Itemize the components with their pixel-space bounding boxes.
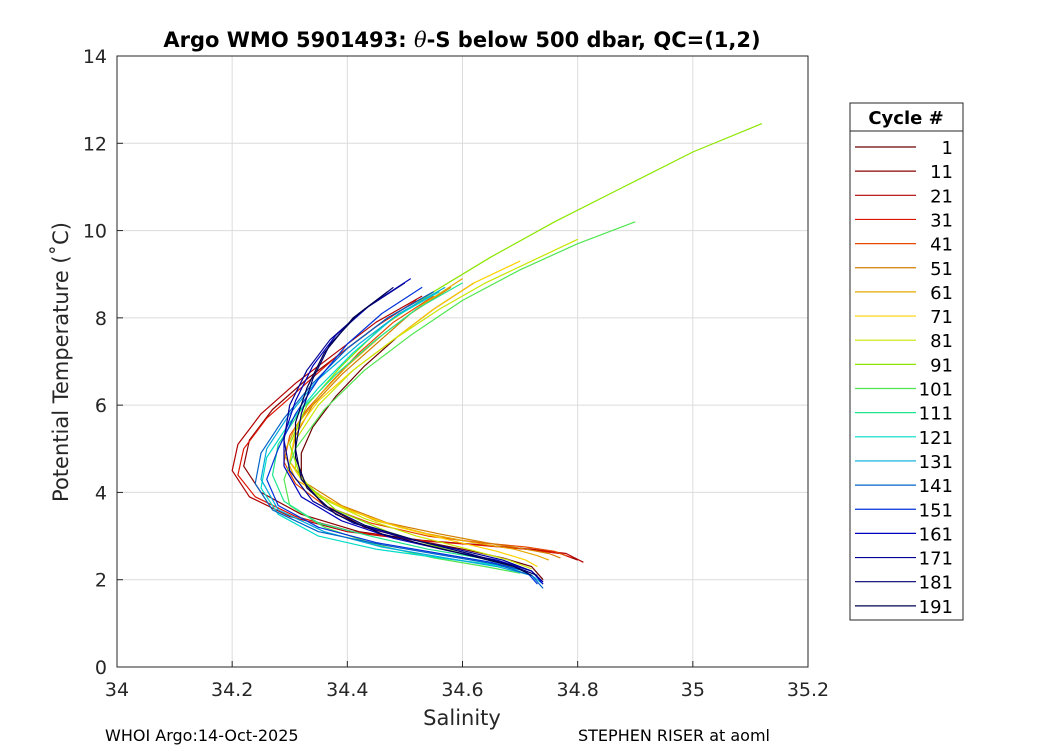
legend-label-41: 41 — [930, 235, 953, 256]
y-tick-label: 4 — [95, 482, 107, 504]
legend-label-91: 91 — [930, 355, 953, 376]
series-line-cycle-141 — [254, 291, 544, 589]
y-tick-label: 8 — [95, 308, 107, 330]
axes-box — [116, 55, 809, 668]
y-axis-label: Potential Temperature (˚C) — [49, 222, 73, 502]
series-line-cycle-61 — [283, 278, 550, 561]
legend-label-161: 161 — [919, 524, 953, 545]
legend-label-111: 111 — [919, 404, 953, 425]
legend-label-151: 151 — [919, 500, 953, 521]
x-tick-label: 34.4 — [326, 679, 368, 701]
series-line-cycle-151 — [266, 286, 538, 585]
y-tick-labels: 0 2 4 6 8 10 12 14 — [83, 46, 107, 679]
legend-label-141: 141 — [919, 476, 953, 497]
x-tick-label: 35.2 — [787, 679, 829, 701]
x-axis-label: Salinity — [423, 706, 501, 730]
legend-label-21: 21 — [930, 186, 953, 207]
x-tick-label: 35 — [681, 679, 705, 701]
legend-label-61: 61 — [930, 283, 953, 304]
y-tick-label: 0 — [95, 657, 107, 679]
series-line-cycle-171 — [283, 282, 544, 583]
legend-label-11: 11 — [930, 162, 953, 183]
x-tick-label: 34.6 — [441, 679, 483, 701]
y-tick-label: 14 — [83, 46, 107, 68]
series-line-cycle-121 — [260, 291, 526, 572]
legend-label-121: 121 — [919, 428, 953, 449]
legend-label-71: 71 — [930, 307, 953, 328]
grid-lines — [116, 55, 809, 668]
legend-label-1: 1 — [942, 138, 953, 159]
legend-entries: 1112131415161718191101111121131141151161… — [855, 138, 953, 618]
y-tick-label: 12 — [83, 133, 107, 155]
legend-label-171: 171 — [919, 549, 953, 570]
chart-title: Argo WMO 5901493: θ-S below 500 dbar, QC… — [163, 28, 760, 52]
series-line-cycle-181 — [294, 286, 538, 576]
chart-title-theta: θ — [414, 28, 427, 52]
footer-right: STEPHEN RISER at aoml — [578, 726, 770, 745]
legend-label-181: 181 — [919, 573, 953, 594]
x-tick-labels: 34 34.2 34.4 34.6 34.8 35 35.2 — [105, 679, 829, 701]
legend-label-101: 101 — [919, 380, 953, 401]
footer-left: WHOI Argo:14-Oct-2025 — [105, 726, 299, 745]
y-tick-label: 10 — [83, 221, 107, 243]
y-tick-label: 6 — [95, 395, 107, 417]
chart-title-prefix: Argo WMO 5901493: — [163, 28, 414, 52]
legend-label-191: 191 — [919, 597, 953, 618]
chart-title-suffix: -S below 500 dbar, QC=(1,2) — [427, 28, 761, 52]
x-tick-label: 34.2 — [211, 679, 253, 701]
legend-label-81: 81 — [930, 331, 953, 352]
series-line-cycle-71 — [289, 260, 538, 568]
series-layer — [231, 123, 763, 589]
legend-title: Cycle # — [868, 108, 943, 129]
series-line-cycle-191 — [294, 291, 532, 576]
x-tick-label: 34 — [105, 679, 129, 701]
legend-label-31: 31 — [930, 210, 953, 231]
legend-label-131: 131 — [919, 452, 953, 473]
legend-label-51: 51 — [930, 259, 953, 280]
series-line-cycle-131 — [260, 286, 544, 585]
x-tick-label: 34.8 — [557, 679, 599, 701]
y-tick-label: 2 — [95, 570, 107, 592]
